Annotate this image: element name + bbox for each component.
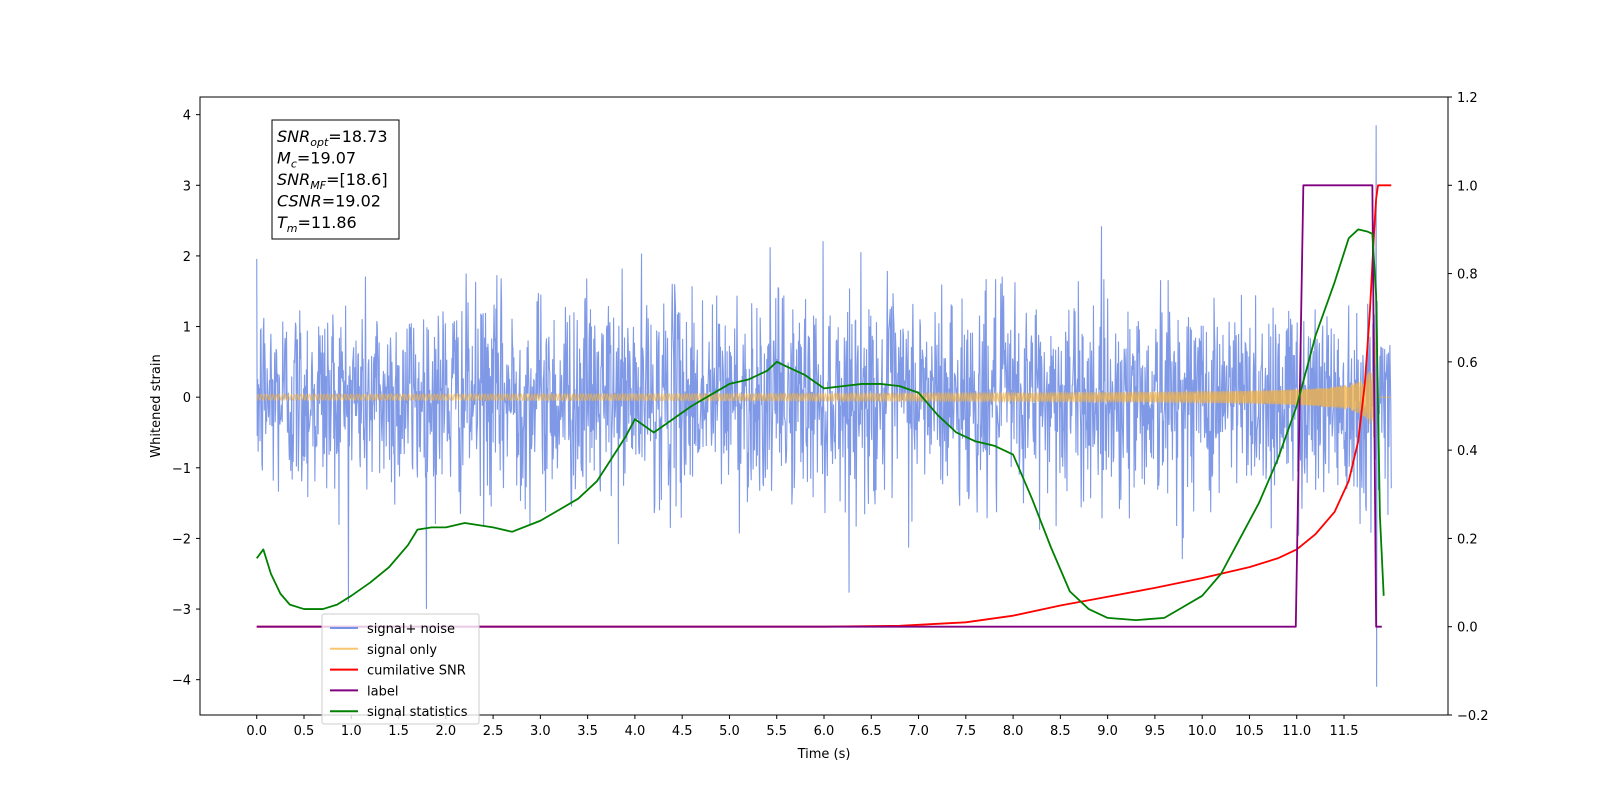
annotation-symbol: T (277, 213, 288, 232)
annotation-value: =11.86 (298, 213, 357, 232)
x-tick-label: 6.0 (814, 724, 835, 739)
x-tick-label: 0.5 (294, 724, 315, 739)
x-tick-label: 3.5 (577, 724, 598, 739)
annotation-line: SNRMF=[18.6] (277, 170, 388, 192)
x-tick-label: 11.0 (1282, 724, 1311, 739)
x-tick-label: 8.0 (1003, 724, 1024, 739)
y-left-tick-label: 1 (183, 321, 191, 336)
annotation-symbol: M (277, 149, 291, 168)
y-left-tick-label: −1 (172, 462, 191, 477)
annotation-line: CSNR=19.02 (277, 192, 381, 211)
x-tick-label: 7.0 (908, 724, 929, 739)
series-label-line (256, 184, 1382, 628)
y-right-tick-label: 0.4 (1457, 444, 1478, 459)
y-left-tick-label: 4 (183, 109, 191, 124)
x-tick-label: 3.0 (530, 724, 551, 739)
series-signal-noise-line (256, 125, 1392, 687)
x-tick-label: 6.5 (861, 724, 882, 739)
annotation-value: =19.02 (322, 192, 381, 211)
x-tick-label: 7.5 (955, 724, 976, 739)
annotation-box: SNRopt=18.73Mc=19.07SNRMF=[18.6]CSNR=19.… (271, 119, 400, 240)
annotation-symbol: SNR (277, 127, 310, 146)
legend-label: cumilative SNR (367, 664, 466, 679)
annotation-line: Tm=11.86 (277, 213, 357, 235)
annotation-value: =19.07 (297, 149, 356, 168)
y-left-axis-ticks: 4 3 2 1 0 −1 −2 −3 −4 (172, 109, 200, 689)
x-tick-label: 1.0 (341, 724, 362, 739)
x-axis-label: Time (s) (797, 747, 851, 762)
annotation-value: =18.73 (328, 127, 387, 146)
y-right-tick-label: 1.0 (1457, 179, 1478, 194)
y-left-tick-label: 3 (183, 179, 191, 194)
y-right-tick-label: 1.2 (1457, 91, 1478, 106)
annotation-symbol: SNR (277, 170, 310, 189)
x-tick-label: 10.5 (1235, 724, 1264, 739)
x-tick-label: 4.5 (672, 724, 693, 739)
x-tick-label: 9.5 (1145, 724, 1166, 739)
x-axis-ticks: 0.0 0.5 1.0 1.5 2.0 2.5 3.0 3.5 4.0 4.5 5.0 5.5 6.0 6… (246, 715, 1358, 739)
x-tick-label: 2.5 (483, 724, 504, 739)
y-left-tick-label: 0 (183, 391, 191, 406)
legend: signal+ noise signal only cumilative SNR la… (321, 613, 480, 725)
annotation-subscript: c (291, 158, 297, 171)
y-left-tick-label: −3 (172, 603, 191, 618)
annotation-value: =[18.6] (326, 170, 388, 189)
x-tick-label: 0.0 (246, 724, 267, 739)
y-right-axis-ticks: 1.2 1.0 0.8 0.6 0.4 0.2 0.0 −0.2 (1448, 91, 1489, 724)
x-tick-label: 8.5 (1050, 724, 1071, 739)
x-tick-label: 2.0 (435, 724, 456, 739)
annotation-line: SNRopt=18.73 (277, 127, 388, 149)
y-left-tick-label: 2 (183, 250, 191, 265)
x-tick-label: 10.0 (1188, 724, 1217, 739)
y-right-tick-label: 0.8 (1457, 268, 1478, 283)
y-right-tick-label: 0.6 (1457, 356, 1478, 371)
y-right-tick-label: 0.2 (1457, 532, 1478, 547)
series-signal-statistics-line (256, 228, 1385, 621)
annotation-subscript: m (287, 222, 298, 235)
y-right-tick-label: 0.0 (1457, 621, 1478, 636)
y-right-tick-label: −0.2 (1457, 709, 1489, 724)
x-tick-label: 5.5 (766, 724, 787, 739)
legend-label: signal statistics (367, 705, 468, 720)
annotation-subscript: MF (310, 179, 326, 192)
legend-label: label (367, 684, 398, 699)
y-left-tick-label: −2 (172, 532, 191, 547)
annotation-line: Mc=19.07 (277, 149, 356, 171)
annotation-subscript: opt (310, 136, 329, 149)
x-tick-label: 4.0 (625, 724, 646, 739)
x-tick-label: 9.0 (1097, 724, 1118, 739)
legend-label: signal only (367, 643, 437, 658)
x-tick-label: 5.0 (719, 724, 740, 739)
y-left-tick-label: −4 (172, 674, 191, 689)
annotation-symbol: CSNR (277, 192, 322, 211)
x-tick-label: 11.5 (1330, 724, 1359, 739)
series-layer (256, 125, 1392, 687)
series-signal-only-line (256, 328, 1392, 447)
y-axis-label: Whitened strain (149, 354, 164, 457)
legend-label: signal+ noise (367, 622, 455, 637)
x-tick-label: 1.5 (388, 724, 409, 739)
